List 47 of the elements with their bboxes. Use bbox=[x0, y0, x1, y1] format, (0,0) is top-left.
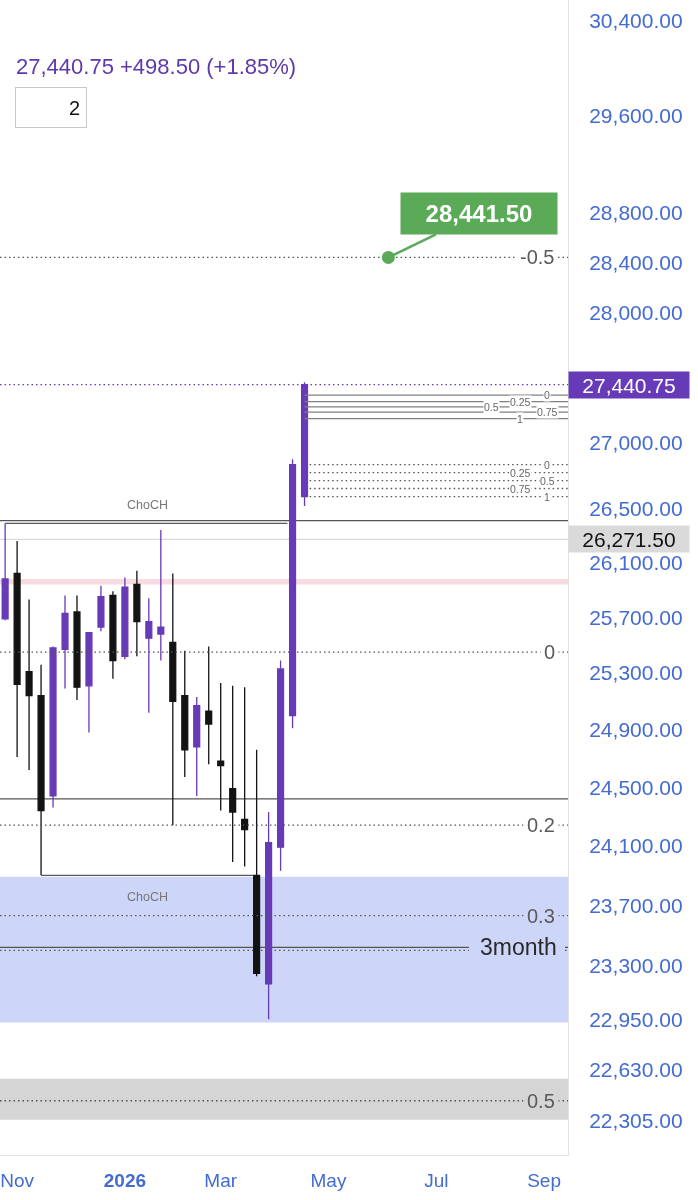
y-tick-label: 29,600.00 bbox=[589, 104, 683, 128]
x-tick-label: Nov bbox=[0, 1169, 35, 1191]
annotation: 0.5 bbox=[527, 1090, 555, 1112]
annotation: 2 bbox=[68, 96, 80, 119]
y-tick-label: 28,000.00 bbox=[589, 301, 683, 325]
annotation: 1 bbox=[544, 491, 550, 503]
annotation: 0.5 bbox=[540, 475, 555, 487]
x-tick-label: Mar bbox=[204, 1169, 238, 1191]
ref-line-label: 3month bbox=[480, 934, 557, 960]
x-tick-label: Sep bbox=[527, 1169, 561, 1191]
y-tick-label: 26,100.00 bbox=[589, 550, 683, 574]
text: 27,440.75 +498.50 (+1.85%) bbox=[16, 54, 297, 79]
annotation: ChoCH bbox=[127, 890, 168, 904]
annotation: 0 bbox=[544, 641, 556, 663]
y-tick-label: 23,300.00 bbox=[589, 953, 683, 977]
y-tick-label: 22,305.00 bbox=[589, 1108, 683, 1132]
annotation: 0 bbox=[544, 459, 550, 471]
y-tick-label: 24,900.00 bbox=[589, 718, 683, 742]
annotation: 0.2 bbox=[527, 814, 555, 836]
x-tick-label: Jul bbox=[424, 1169, 449, 1191]
annotation: 28,441.50 bbox=[425, 200, 533, 227]
annotation: 0.3 bbox=[527, 905, 555, 927]
annotation: 0.25 bbox=[510, 396, 531, 408]
y-tick-label: 28,800.00 bbox=[589, 201, 683, 225]
y-tick-label: 24,500.00 bbox=[589, 775, 683, 799]
y-tick-label: 28,400.00 bbox=[589, 251, 683, 274]
ref-line-label: 26,271.50 bbox=[582, 527, 676, 551]
x-tick-label: May bbox=[310, 1169, 347, 1191]
annotation: -0.5 bbox=[520, 246, 555, 268]
annotation: 1 bbox=[517, 413, 523, 425]
annotation: 0 bbox=[544, 389, 550, 401]
y-tick-label: 22,630.00 bbox=[589, 1057, 683, 1081]
y-tick-label: 23,700.00 bbox=[589, 893, 683, 917]
annotation: 0.75 bbox=[537, 406, 558, 418]
annotation: 0.75 bbox=[510, 483, 531, 495]
y-tick-label: 25,700.00 bbox=[589, 605, 683, 629]
y-tick-label: 24,100.00 bbox=[589, 834, 683, 858]
y-tick-label: 30,400.00 bbox=[589, 9, 683, 33]
y-tick-label: 22,950.00 bbox=[589, 1007, 683, 1031]
annotation: ChoCH bbox=[127, 498, 168, 512]
y-tick-label: 25,300.00 bbox=[589, 661, 683, 685]
annotation: 0.25 bbox=[510, 467, 531, 479]
ref-line-label: 27,440.75 bbox=[582, 373, 676, 397]
annotation: 0.5 bbox=[484, 401, 499, 413]
y-tick-label: 26,500.00 bbox=[589, 496, 683, 520]
y-tick-label: 27,000.00 bbox=[589, 430, 683, 454]
x-tick-label: 2026 bbox=[103, 1169, 147, 1191]
